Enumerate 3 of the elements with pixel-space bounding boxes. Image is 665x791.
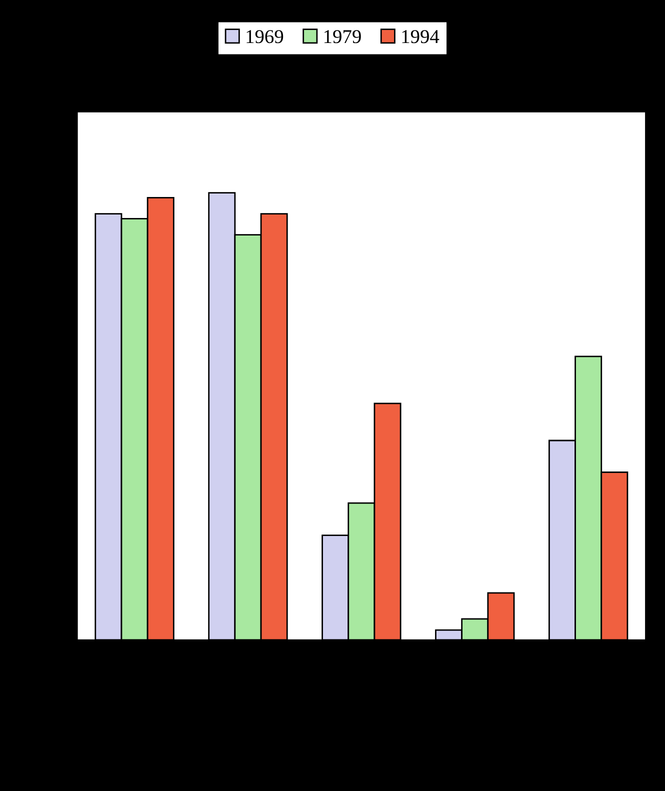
legend-label: 1994 [402, 30, 440, 44]
legend-label: 1969 [246, 30, 284, 44]
legend-label: 1979 [324, 30, 361, 44]
